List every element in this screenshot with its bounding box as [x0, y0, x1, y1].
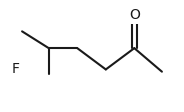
Text: F: F: [12, 62, 20, 76]
Text: O: O: [129, 8, 140, 22]
